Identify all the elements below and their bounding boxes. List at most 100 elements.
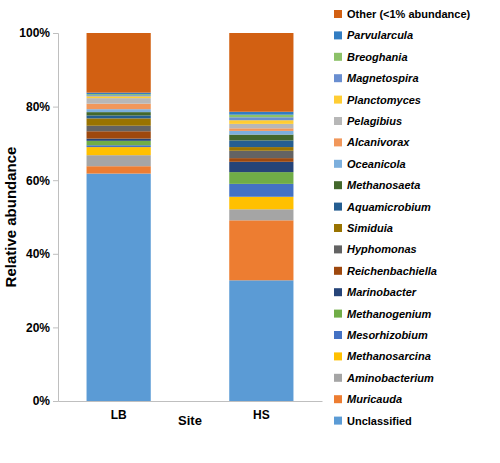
legend-label: Aquamicrobium	[346, 201, 431, 213]
legend-label: Methanosaeta	[347, 179, 420, 191]
bar-segment	[87, 131, 151, 138]
bar-segment	[229, 112, 293, 115]
legend-swatch	[334, 395, 342, 403]
bars	[87, 33, 294, 401]
bar-segment	[229, 124, 293, 128]
bar-segment	[87, 109, 151, 112]
bar-segment	[229, 172, 293, 184]
bar-segment	[229, 131, 293, 135]
bar-segment	[87, 126, 151, 132]
legend-label: Planctomyces	[347, 94, 421, 106]
legend-swatch	[334, 310, 342, 318]
bar-segment	[229, 184, 293, 197]
bar-segment	[87, 139, 151, 141]
legend-swatch	[334, 96, 342, 104]
y-tick: 100%	[19, 26, 58, 40]
bar-segment	[229, 151, 293, 158]
legend-swatch	[334, 224, 342, 232]
bar-segment	[229, 33, 293, 112]
bar-segment	[87, 118, 151, 125]
y-tick-mark	[53, 180, 58, 181]
bar-segment	[229, 220, 293, 280]
bar-segment	[87, 147, 151, 155]
legend-swatch	[334, 53, 342, 61]
bar-segment	[229, 209, 293, 220]
legend-label: Marinobacter	[347, 286, 417, 298]
y-tick-mark	[53, 327, 58, 328]
y-tick: 60%	[26, 174, 58, 188]
legend-swatch	[334, 31, 342, 39]
y-axis-title: Relative abundance	[2, 147, 19, 288]
legend-label: Breoghania	[347, 51, 408, 63]
bar-segment	[229, 135, 293, 141]
bar-segment	[229, 158, 293, 162]
y-tick-label: 40%	[26, 247, 50, 261]
legend-label: Alcanivorax	[346, 136, 410, 148]
legend-swatch	[334, 352, 342, 360]
y-tick-label: 20%	[26, 321, 50, 335]
bar-segment	[87, 94, 151, 95]
bar-segment	[87, 145, 151, 147]
y-tick-mark	[53, 254, 58, 255]
legend-label: Methanogenium	[347, 308, 432, 320]
bar-segment	[229, 117, 293, 120]
y-tick: 80%	[26, 100, 58, 114]
legend-label: Mesorhizobium	[347, 329, 428, 341]
x-tick-label: LB	[111, 408, 127, 422]
y-tick: 40%	[26, 247, 58, 261]
legend-label: Other (<1% abundance)	[347, 8, 471, 20]
bar-segment	[87, 166, 151, 173]
bar-segment	[87, 115, 151, 118]
bar-segment	[229, 280, 293, 401]
legend-label: Simiduia	[347, 222, 393, 234]
x-axis-line	[59, 401, 323, 402]
bar-segment	[229, 115, 293, 118]
bar-segment	[87, 98, 151, 104]
legend-label: Reichenbachiella	[347, 265, 437, 277]
bar-segment	[87, 33, 151, 93]
legend-label: Muricauda	[347, 393, 402, 405]
bar-segment	[87, 141, 151, 145]
y-tick-mark	[53, 401, 58, 402]
bar-segment	[87, 96, 151, 98]
y-tick: 0%	[33, 394, 58, 408]
y-tick-label: 60%	[26, 174, 50, 188]
legend-swatch	[334, 417, 342, 425]
legend-label: Methanosarcina	[347, 350, 431, 362]
x-axis-title: Site	[178, 413, 202, 428]
bar-segment	[229, 140, 293, 147]
bar-segment	[229, 147, 293, 151]
chart: 0% 20% 40% 60% 80% 100% LB HS Site Relative abund…	[0, 0, 500, 463]
bar-segment	[229, 197, 293, 210]
legend-swatch	[334, 288, 342, 296]
legend-label: Magnetospira	[347, 72, 419, 84]
x-tick-label: HS	[253, 408, 270, 422]
y-tick-label: 100%	[19, 26, 50, 40]
legend-swatch	[334, 267, 342, 275]
bar-segment	[87, 112, 151, 115]
bar-segment	[229, 120, 293, 124]
bar-segment	[87, 155, 151, 166]
bar-segment	[229, 162, 293, 172]
legend-swatch	[334, 10, 342, 18]
y-tick-mark	[53, 33, 58, 34]
bar-segment	[87, 93, 151, 94]
bar-segment	[87, 174, 151, 401]
bar-segment	[87, 95, 151, 96]
y-tick-mark	[53, 107, 58, 108]
legend-swatch	[334, 203, 342, 211]
y-tick-label: 0%	[33, 394, 51, 408]
legend-label: Pelagibius	[347, 115, 402, 127]
y-axis: 0% 20% 40% 60% 80% 100%	[19, 26, 58, 408]
x-tick: HS	[253, 401, 270, 422]
legend-swatch	[334, 374, 342, 382]
x-tick: LB	[111, 401, 127, 422]
legend-label: Oceanicola	[347, 158, 406, 170]
legend-swatch	[334, 181, 342, 189]
legend-swatch	[334, 138, 342, 146]
legend-label: Parvularcula	[347, 29, 413, 41]
y-tick: 20%	[26, 321, 58, 335]
legend-label: Hyphomonas	[347, 243, 417, 255]
legend-swatch	[334, 331, 342, 339]
y-axis-line	[53, 34, 59, 402]
